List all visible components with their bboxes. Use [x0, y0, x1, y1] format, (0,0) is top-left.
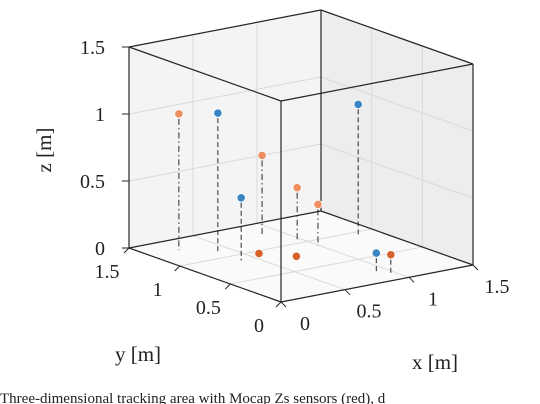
z-tick-label: 1.5 — [80, 37, 105, 59]
chart-3d-scatter: 00.511.500.511.500.511.5 x [m] y [m] z [… — [32, 9, 510, 374]
x-tick-label: 1 — [428, 288, 438, 310]
y-axis-label: y [m] — [115, 342, 161, 366]
back-wall-yz — [321, 10, 473, 265]
grid-line — [128, 76, 322, 115]
y-tick-mark — [174, 265, 181, 272]
stem-lines — [178, 109, 392, 274]
z-tick-label: 0 — [95, 238, 105, 260]
front-edges — [128, 46, 474, 303]
data-point — [213, 108, 223, 118]
data-point — [236, 193, 246, 203]
data-point — [292, 183, 302, 193]
y-tick-mark — [224, 283, 231, 290]
data-point — [371, 248, 381, 258]
grid-line — [192, 235, 346, 291]
box-edge — [128, 247, 282, 303]
data-point — [174, 109, 184, 119]
caption-text: Three-dimensional tracking area with Moc… — [0, 391, 386, 404]
box-edge — [128, 46, 282, 102]
axes-panes — [129, 10, 473, 302]
data-point — [291, 251, 302, 261]
y-tick-label: 0.5 — [196, 297, 221, 319]
data-point — [254, 248, 264, 259]
back-edges — [128, 9, 474, 266]
data-point — [313, 199, 323, 210]
z-tick-label: 0.5 — [80, 171, 105, 193]
z-axis-label: z [m] — [32, 128, 56, 173]
x-tick-mark — [344, 289, 351, 296]
box-edge — [280, 264, 474, 303]
box-edge — [280, 63, 474, 102]
y-tick-label: 1 — [153, 279, 163, 301]
box-edge — [320, 210, 474, 266]
x-tick-mark — [280, 301, 287, 308]
z-tick-label: 1 — [95, 104, 105, 126]
data-point — [257, 150, 267, 161]
x-tick-mark — [408, 276, 415, 283]
y-tick-mark — [123, 247, 130, 254]
x-tick-label: 1.5 — [485, 276, 510, 298]
x-tick-label: 0 — [300, 313, 310, 335]
data-point — [353, 99, 363, 110]
y-tick-label: 1.5 — [95, 261, 120, 283]
grid-line — [179, 228, 372, 267]
x-tick-mark — [472, 264, 479, 271]
x-tick-label: 0.5 — [357, 301, 382, 323]
data-points — [174, 99, 396, 261]
x-axis-label: x [m] — [412, 350, 458, 374]
figure-caption: Three-dimensional tracking area with Moc… — [0, 390, 540, 404]
grid-line — [128, 143, 322, 182]
y-tick-mark — [275, 301, 282, 308]
box-edge — [128, 210, 322, 249]
box-edge — [128, 9, 322, 48]
grid-line — [320, 76, 474, 132]
grid-line — [320, 143, 474, 199]
box-edge — [320, 9, 474, 65]
y-tick-label: 0 — [254, 315, 264, 337]
back-wall-xz — [129, 10, 321, 248]
axis-labels: x [m] y [m] z [m] — [32, 128, 458, 374]
grid-line — [256, 222, 410, 278]
tick-labels: 00.511.500.511.500.511.5 — [80, 37, 510, 337]
data-point — [386, 250, 396, 260]
